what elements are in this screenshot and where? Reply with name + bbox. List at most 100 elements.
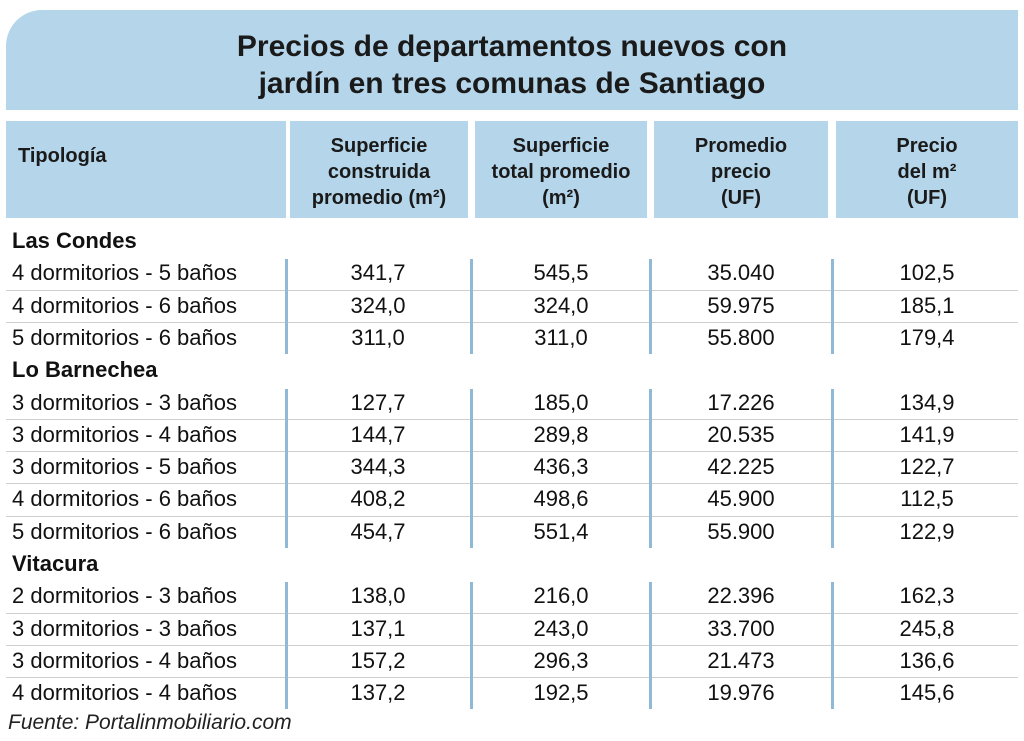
- column-separator: [470, 388, 473, 548]
- table-cell: 20.535: [707, 421, 775, 447]
- table-cell: 144,7: [350, 421, 406, 447]
- table-cell: 324,0: [350, 292, 406, 318]
- column-header-line: (UF): [907, 187, 947, 209]
- group-label: Vitacura: [12, 551, 99, 576]
- table-cell: 42.225: [707, 454, 775, 480]
- table-cell: 162,3: [899, 583, 955, 609]
- title-line-2: jardín en tres comunas de Santiago: [258, 67, 766, 100]
- row-label: 4 dormitorios - 4 baños: [12, 680, 237, 706]
- table-cell: 551,4: [533, 518, 589, 544]
- column-header-precio-m2: Precio del m² (UF): [836, 121, 1018, 218]
- group-label: Las Condes: [12, 228, 137, 253]
- column-separator: [285, 388, 288, 548]
- row-divider: [6, 612, 1018, 614]
- row-label: 4 dormitorios - 5 baños: [12, 260, 237, 286]
- column-separator: [285, 259, 288, 355]
- table-cell: 136,6: [899, 647, 955, 673]
- column-header-line: del m²: [897, 161, 957, 183]
- table-cell: 185,0: [533, 389, 589, 415]
- table-cell: 341,7: [350, 260, 406, 286]
- table-cell: 21.473: [707, 647, 775, 673]
- table-cell: 545,5: [533, 260, 589, 286]
- table-cell: 33.700: [707, 615, 775, 641]
- table-cell: 216,0: [533, 583, 589, 609]
- table-cell: 138,0: [350, 583, 406, 609]
- row-divider: [6, 289, 1018, 291]
- table-cell: 179,4: [899, 324, 955, 350]
- table-title: Precios de departamentos nuevos con jard…: [6, 28, 1018, 102]
- table-cell: 157,2: [350, 647, 406, 673]
- row-label: 4 dormitorios - 6 baños: [12, 292, 237, 318]
- table-cell: 19.976: [707, 680, 775, 706]
- row-divider: [6, 677, 1018, 679]
- table-cell: 35.040: [707, 260, 775, 286]
- column-separator: [831, 388, 834, 548]
- table-cell: 17.226: [707, 389, 775, 415]
- source-note: Fuente: Portalinmobiliario.com: [8, 711, 292, 734]
- column-header-line: Precio: [896, 135, 958, 157]
- table-cell: 141,9: [899, 421, 955, 447]
- table-cell: 436,3: [533, 454, 589, 480]
- row-label: 5 dormitorios - 6 baños: [12, 518, 237, 544]
- table-cell: 454,7: [350, 518, 406, 544]
- table-cell: 137,2: [350, 680, 406, 706]
- table-cell: 45.900: [707, 486, 775, 512]
- row-label: 4 dormitorios - 6 baños: [12, 486, 237, 512]
- row-divider: [6, 644, 1018, 646]
- row-divider: [6, 418, 1018, 420]
- column-separator: [470, 582, 473, 710]
- table-cell: 59.975: [707, 292, 775, 318]
- row-label: 3 dormitorios - 4 baños: [12, 421, 237, 447]
- table-cell: 311,0: [534, 324, 588, 350]
- row-label: 3 dormitorios - 3 baños: [12, 615, 237, 641]
- column-header-line: (m²): [542, 187, 580, 209]
- column-header-line: Superficie: [512, 135, 610, 157]
- table-cell: 122,9: [899, 518, 955, 544]
- table-cell: 22.396: [707, 583, 775, 609]
- table-cell: 137,1: [350, 615, 406, 641]
- table-cell: 55.800: [707, 324, 775, 350]
- table-cell: 289,8: [533, 421, 589, 447]
- column-header-tipologia: Tipología: [6, 121, 286, 218]
- group-label: Lo Barnechea: [12, 357, 158, 383]
- column-header-line: total promedio: [491, 161, 631, 183]
- row-divider: [6, 483, 1018, 485]
- row-divider: [6, 451, 1018, 453]
- column-separator: [649, 388, 652, 548]
- column-header-promedio-precio: Promedio precio (UF): [654, 121, 828, 218]
- table-cell: 192,5: [533, 680, 589, 706]
- title-banner: Precios de departamentos nuevos con jard…: [6, 10, 1018, 110]
- column-header-superficie-construida: Superficie construida promedio (m²): [290, 121, 468, 218]
- table-cell: 296,3: [533, 647, 589, 673]
- table-cell: 408,2: [350, 486, 406, 512]
- table-cell: 311,0: [351, 324, 405, 350]
- column-header-line: construida: [327, 161, 431, 183]
- column-header-line: Promedio: [694, 135, 788, 157]
- column-separator: [285, 582, 288, 710]
- table-cell: 127,7: [350, 389, 406, 415]
- row-label: 3 dormitorios - 3 baños: [12, 389, 237, 415]
- column-header-line: Superficie: [330, 135, 428, 157]
- table-cell: 243,0: [533, 615, 589, 641]
- column-header-line: precio: [710, 161, 772, 183]
- table-cell: 324,0: [533, 292, 589, 318]
- table-cell: 498,6: [533, 486, 589, 512]
- table-cell: 145,6: [899, 680, 955, 706]
- row-label: 5 dormitorios - 6 baños: [12, 324, 237, 350]
- table-cell: 245,8: [899, 615, 955, 641]
- row-label: 3 dormitorios - 5 baños: [12, 454, 237, 480]
- column-header-line: promedio (m²): [311, 187, 447, 209]
- row-divider: [6, 321, 1018, 323]
- row-divider: [6, 515, 1018, 517]
- column-header-superficie-total: Superficie total promedio (m²): [475, 121, 647, 218]
- table-cell: 55.900: [707, 518, 775, 544]
- table-cell: 122,7: [899, 454, 955, 480]
- column-separator: [831, 582, 834, 710]
- table-cell: 185,1: [899, 292, 955, 318]
- title-line-1: Precios de departamentos nuevos con: [236, 30, 788, 63]
- table-cell: 344,3: [350, 454, 406, 480]
- column-separator: [649, 259, 652, 355]
- table-cell: 102,5: [899, 260, 955, 286]
- table-cell: 112,5: [900, 486, 954, 512]
- column-separator: [649, 582, 652, 710]
